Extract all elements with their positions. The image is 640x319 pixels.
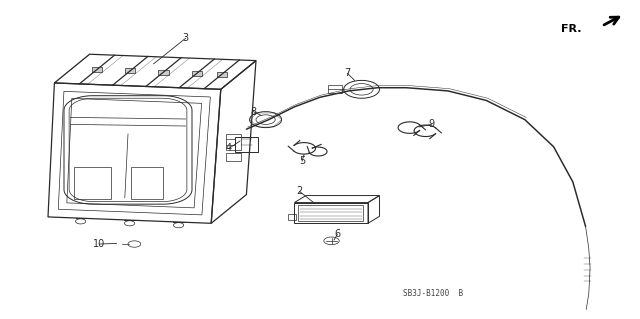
Bar: [328, 85, 342, 93]
Text: 5: 5: [299, 156, 305, 166]
Text: SB3J-B1200  B: SB3J-B1200 B: [403, 289, 463, 298]
Text: 10: 10: [93, 239, 106, 249]
Bar: [125, 68, 136, 73]
Bar: [226, 134, 241, 150]
Bar: [226, 153, 241, 161]
Text: FR.: FR.: [561, 24, 581, 34]
Text: 9: 9: [428, 119, 435, 130]
Bar: [159, 70, 169, 75]
Text: 6: 6: [334, 229, 340, 240]
Bar: [131, 167, 163, 199]
Bar: [235, 137, 258, 152]
Text: 2: 2: [296, 186, 303, 197]
Bar: [298, 205, 363, 221]
Text: 3: 3: [182, 33, 189, 43]
Bar: [92, 67, 102, 72]
Text: 7: 7: [344, 68, 351, 78]
Text: 4: 4: [226, 143, 232, 153]
Bar: [288, 214, 296, 220]
Text: 8: 8: [250, 107, 257, 117]
Bar: [216, 72, 227, 77]
Bar: [192, 71, 202, 76]
Bar: [74, 167, 111, 199]
